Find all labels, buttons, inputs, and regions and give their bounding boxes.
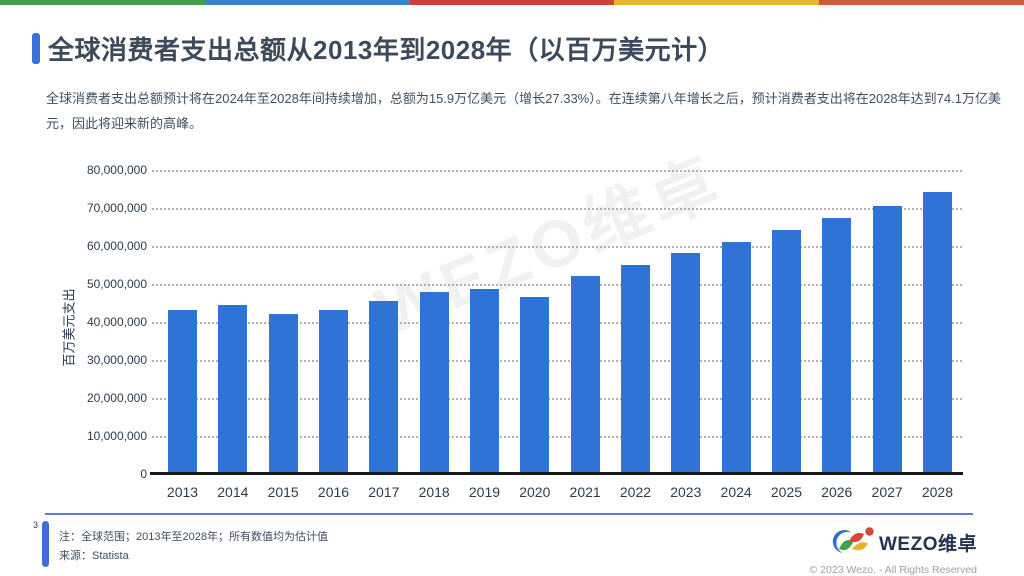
footnote-source: 来源：Statista bbox=[59, 550, 129, 562]
footer-accent-bar bbox=[42, 521, 49, 567]
bar-2022 bbox=[620, 265, 650, 472]
footer-divider bbox=[45, 513, 973, 515]
brand-block: WEZO维卓 © 2023 Wezo. - All Rights Reserve… bbox=[810, 524, 977, 576]
footnote-note: 注：全球范围；2013年至2028年；所有数值均为估计值 bbox=[59, 531, 328, 543]
y-tick-label-80000000: 80,000,000 bbox=[86, 163, 147, 177]
page-number: 3 bbox=[33, 520, 39, 530]
stripe-segment-1 bbox=[204, 0, 410, 5]
bar-2013 bbox=[168, 309, 197, 472]
page-subtitle: 全球消费者支出总额预计将在2024年至2028年间持续增加，总额为15.9万亿美… bbox=[46, 91, 1001, 131]
y-tick-label-40000000: 40,000,000 bbox=[86, 315, 147, 329]
x-tick-label-2022: 2022 bbox=[619, 484, 652, 500]
copyright: © 2023 Wezo. - All Rights Reserved bbox=[809, 564, 977, 576]
x-tick-label-2023: 2023 bbox=[670, 484, 702, 500]
bar-2020 bbox=[520, 297, 550, 472]
gridline-30000000 bbox=[152, 360, 962, 362]
x-tick-label-2017: 2017 bbox=[368, 484, 400, 500]
x-tick-label-2015: 2015 bbox=[267, 484, 299, 500]
gridline-80000000 bbox=[152, 170, 962, 172]
x-tick-label-2018: 2018 bbox=[418, 484, 450, 500]
y-tick-label-60000000: 60,000,000 bbox=[86, 239, 147, 253]
gridline-50000000 bbox=[152, 284, 962, 286]
stripe-segment-0 bbox=[0, 0, 205, 5]
bar-2027 bbox=[872, 205, 902, 472]
x-tick-label-2028: 2028 bbox=[921, 484, 954, 500]
gridline-60000000 bbox=[152, 246, 962, 248]
stripe-segment-3 bbox=[614, 0, 820, 5]
gridline-10000000 bbox=[152, 436, 962, 438]
bar-2019 bbox=[469, 288, 499, 472]
top-brand-stripe bbox=[0, 0, 1024, 5]
brand-name: WEZO维卓 bbox=[879, 534, 977, 555]
bar-2026 bbox=[822, 218, 852, 472]
y-tick-label-70000000: 70,000,000 bbox=[86, 201, 147, 215]
stripe-segment-2 bbox=[409, 0, 615, 5]
y-tick-label-0: 0 bbox=[140, 467, 147, 481]
gridline-40000000 bbox=[152, 322, 962, 324]
x-tick-label-2013: 2013 bbox=[166, 484, 199, 500]
title-accent-bar bbox=[32, 33, 40, 64]
wezo-logo-icon bbox=[827, 524, 875, 561]
y-tick-label-20000000: 20,000,000 bbox=[86, 391, 147, 405]
bar-2024 bbox=[721, 242, 751, 472]
y-tick-label-50000000: 50,000,000 bbox=[86, 277, 147, 291]
x-tick-label-2027: 2027 bbox=[871, 484, 903, 500]
bar-2025 bbox=[771, 230, 801, 472]
page-title: 全球消费者支出总额从2013年到2028年（以百万美元计） bbox=[48, 35, 725, 65]
bar-2018 bbox=[419, 291, 449, 472]
x-tick-label-2021: 2021 bbox=[569, 484, 601, 500]
y-tick-label-10000000: 10,000,000 bbox=[86, 429, 147, 443]
stripe-segment-4 bbox=[819, 0, 1024, 5]
gridline-20000000 bbox=[152, 398, 962, 400]
x-tick-label-2024: 2024 bbox=[720, 484, 752, 500]
x-tick-label-2026: 2026 bbox=[821, 484, 853, 500]
bar-2023 bbox=[671, 252, 701, 472]
bar-2016 bbox=[318, 310, 348, 472]
bar-2021 bbox=[570, 275, 600, 472]
x-tick-label-2019: 2019 bbox=[468, 484, 501, 500]
x-axis-baseline bbox=[150, 472, 963, 475]
x-tick-label-2014: 2014 bbox=[217, 484, 249, 500]
x-tick-label-2020: 2020 bbox=[519, 484, 551, 500]
bar-2017 bbox=[369, 300, 399, 472]
gridline-70000000 bbox=[152, 208, 962, 210]
x-tick-label-2025: 2025 bbox=[770, 484, 803, 500]
y-tick-label-30000000: 30,000,000 bbox=[86, 353, 147, 367]
bar-2028 bbox=[922, 192, 952, 472]
bar-2014 bbox=[218, 304, 248, 472]
x-tick-label-2016: 2016 bbox=[317, 484, 350, 500]
bar-2015 bbox=[268, 313, 298, 472]
